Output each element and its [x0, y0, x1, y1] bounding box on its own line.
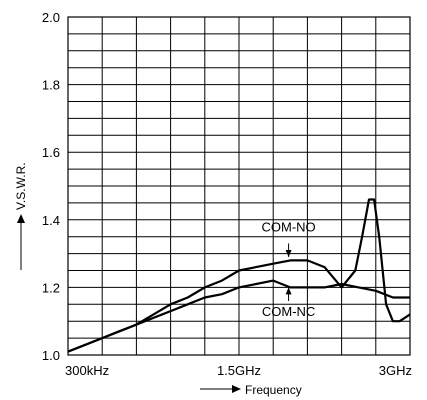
y-tick-label: 1.8 — [42, 78, 60, 93]
y-tick-label: 1.4 — [42, 213, 60, 228]
annotation-arrowhead — [285, 287, 292, 295]
y-axis-title: V.S.W.R. — [14, 162, 28, 210]
x-axis-arrow-head — [232, 385, 241, 393]
x-tick-label: 300kHz — [65, 363, 109, 378]
x-tick-label: 3GHz — [379, 363, 412, 378]
y-tick-label: 1.2 — [42, 280, 60, 295]
x-axis-title-group: Frequency — [200, 383, 302, 397]
plot-border — [67, 16, 411, 356]
y-tick-label: 2.0 — [42, 10, 60, 25]
tick-labels: 1.0 1.2 1.4 1.6 1.8 2.0 300kHz 1.5GHz 3GHz — [42, 10, 412, 378]
series-line-com-nc — [67, 279, 410, 353]
annotation-com-no: COM-NO — [262, 220, 316, 235]
y-axis-title-group: V.S.W.R. — [14, 162, 28, 270]
chart-grid — [68, 17, 410, 355]
chart-series — [67, 198, 411, 353]
chart-annotations: COM-NO COM-NC — [262, 220, 316, 320]
annotation-com-nc: COM-NC — [262, 304, 315, 319]
y-axis-arrow-head — [17, 214, 25, 223]
x-tick-label: 1.5GHz — [217, 363, 261, 378]
y-tick-label: 1.6 — [42, 145, 60, 160]
annotation-arrowhead — [285, 249, 292, 257]
y-tick-label: 1.0 — [42, 348, 60, 363]
x-axis-title: Frequency — [245, 383, 302, 397]
chart-frame — [67, 16, 411, 356]
